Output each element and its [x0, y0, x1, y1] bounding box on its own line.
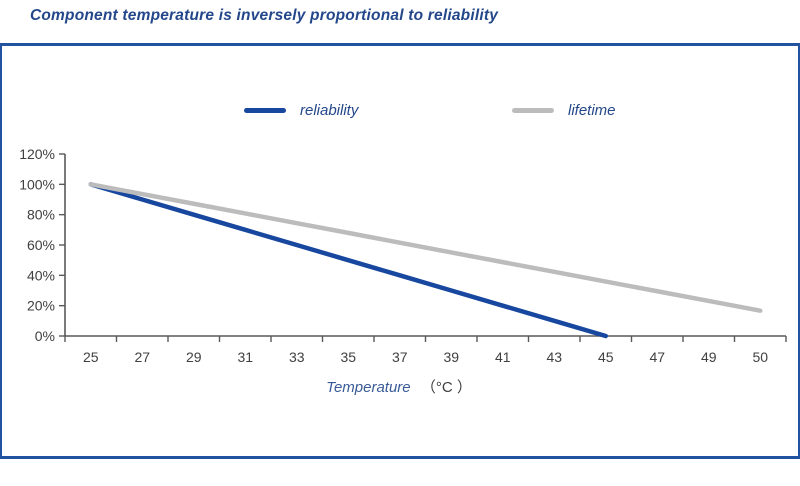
legend-item-lifetime: lifetime: [512, 101, 616, 119]
x-tick-label: 50: [752, 349, 768, 365]
lifetime-line-swatch: [512, 107, 554, 113]
y-tick-label: 40%: [27, 267, 55, 283]
y-tick-label: 20%: [27, 298, 55, 314]
page-title: Component temperature is inversely propo…: [30, 7, 499, 24]
axes: 0% 20% 40% 60% 80% 100% 120% 25 27 29 31 33 35 37 39 41…: [19, 146, 787, 365]
x-tick-label: 35: [340, 349, 356, 365]
x-tick-label: 43: [546, 349, 562, 365]
legend-label-reliability: reliability: [300, 101, 359, 119]
x-axis-title-text: Temperature: [326, 379, 411, 396]
y-tick-label: 60%: [27, 237, 55, 253]
series-line-reliability: [88, 182, 608, 339]
legend-label-lifetime: lifetime: [568, 101, 616, 119]
x-axis-title: Temperature （°C ）: [2, 376, 796, 397]
x-tick-label: 49: [701, 349, 717, 365]
chart-panel: reliability lifetime 0% 20% 40% 60% 80% 100% 1…: [0, 43, 800, 459]
reliability-line-swatch: [244, 107, 286, 113]
x-tick-label: 37: [392, 349, 408, 365]
y-tick-label: 100%: [19, 176, 55, 192]
x-tick-label: 25: [83, 349, 99, 365]
x-tick-label: 29: [186, 349, 202, 365]
x-axis-title-unit: （°C ）: [420, 379, 472, 396]
series-line-lifetime: [88, 182, 763, 313]
x-tick-label: 47: [649, 349, 665, 365]
legend-item-reliability: reliability: [244, 101, 358, 119]
chart-legend: reliability lifetime: [2, 101, 798, 119]
x-tick-label: 33: [289, 349, 305, 365]
y-tick-label: 120%: [19, 146, 55, 162]
x-tick-label: 39: [443, 349, 459, 365]
y-tick-label: 80%: [27, 207, 55, 223]
x-tick-label: 31: [237, 349, 253, 365]
x-tick-label: 27: [134, 349, 150, 365]
chart-canvas: 0% 20% 40% 60% 80% 100% 120% 25 27 29 31 33 35 37 39 41…: [19, 146, 787, 365]
y-tick-label: 0%: [35, 328, 55, 344]
x-tick-label: 41: [495, 349, 511, 365]
x-tick-label: 45: [598, 349, 614, 365]
